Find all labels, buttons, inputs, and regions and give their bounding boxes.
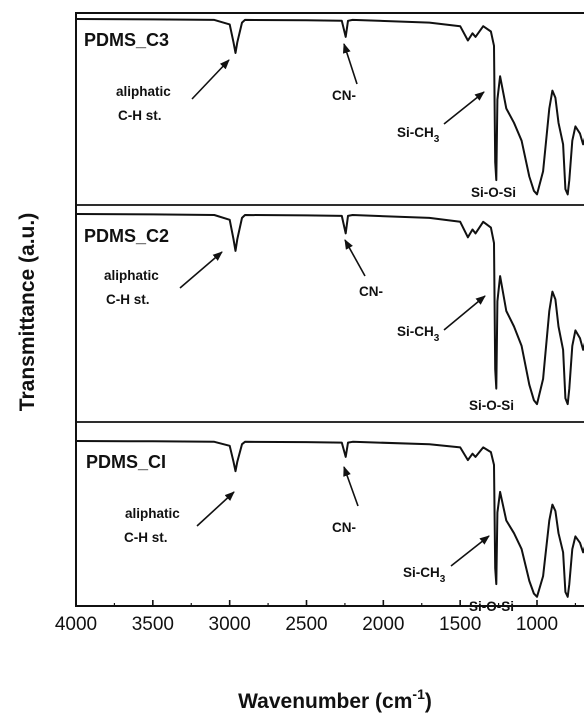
annotation-si-o-si: Si-O-Si <box>469 599 514 614</box>
annotation-si-ch3: Si-CH3 <box>403 565 446 585</box>
arrow-si-ch3 <box>443 295 486 331</box>
arrow-cn <box>343 466 359 507</box>
annotation-cn: CN- <box>359 284 383 299</box>
annotation-si-o-si: Si-O-Si <box>469 398 514 413</box>
arrow-aliphatic <box>179 251 223 289</box>
spectrum-line-pdms-c2 <box>75 213 584 406</box>
annotation-cn: CN- <box>332 88 356 103</box>
x-tick-label: 3000 <box>209 614 251 635</box>
annotations-pdms-ci: aliphatic C-H st. CN- Si-CH3 Si-O-Si <box>124 466 514 614</box>
annotation-aliphatic: aliphatic <box>104 268 159 283</box>
panel-label-pdms-c2: PDMS_C2 <box>84 226 169 246</box>
x-tick-label: 1000 <box>516 614 558 635</box>
annotation-aliphatic: aliphatic <box>116 84 171 99</box>
annotation-si-o-si: Si-O-Si <box>471 185 516 200</box>
annotation-si-ch3: Si-CH3 <box>397 324 440 344</box>
annotation-si-ch3: Si-CH3 <box>397 125 440 145</box>
x-axis-title: Wavenumber (cm-1) <box>238 686 432 713</box>
arrow-aliphatic <box>191 59 230 100</box>
annotation-ch-stretch: C-H st. <box>106 292 150 307</box>
x-tick-label: 3500 <box>132 614 174 635</box>
x-tick-label: 2000 <box>362 614 404 635</box>
arrow-cn <box>344 239 366 277</box>
y-axis-title: Transmittance (a.u.) <box>16 213 39 411</box>
x-tick-label: 1500 <box>439 614 481 635</box>
arrow-cn <box>342 43 358 85</box>
arrow-si-ch3 <box>443 91 485 125</box>
arrow-aliphatic <box>196 491 235 527</box>
annotation-ch-stretch: C-H st. <box>124 530 168 545</box>
annotation-cn: CN- <box>332 520 356 535</box>
x-tick-label: 2500 <box>285 614 327 635</box>
x-axis-ticks: 4000 3500 3000 2500 2000 1500 1000 <box>55 600 577 635</box>
panel-label-pdms-c3: PDMS_C3 <box>84 30 169 50</box>
annotations-pdms-c3: aliphatic C-H st. CN- Si-CH3 Si-O-Si <box>116 43 516 200</box>
panel-label-pdms-ci: PDMS_CI <box>86 452 166 472</box>
arrow-si-ch3 <box>450 535 490 567</box>
plot-frame <box>75 12 584 607</box>
spectrum-line-pdms-ci <box>75 440 584 598</box>
annotations-pdms-c2: aliphatic C-H st. CN- Si-CH3 Si-O-Si <box>104 239 514 413</box>
annotation-ch-stretch: C-H st. <box>118 108 162 123</box>
annotation-aliphatic: aliphatic <box>125 506 180 521</box>
x-tick-label: 4000 <box>55 614 97 635</box>
spectrum-line-pdms-c3 <box>75 18 584 196</box>
